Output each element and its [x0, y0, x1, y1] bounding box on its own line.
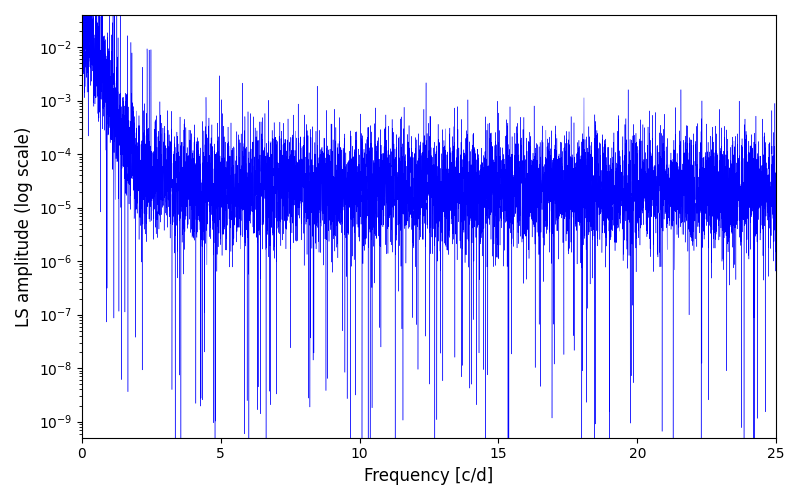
- Y-axis label: LS amplitude (log scale): LS amplitude (log scale): [15, 126, 33, 326]
- X-axis label: Frequency [c/d]: Frequency [c/d]: [364, 467, 494, 485]
